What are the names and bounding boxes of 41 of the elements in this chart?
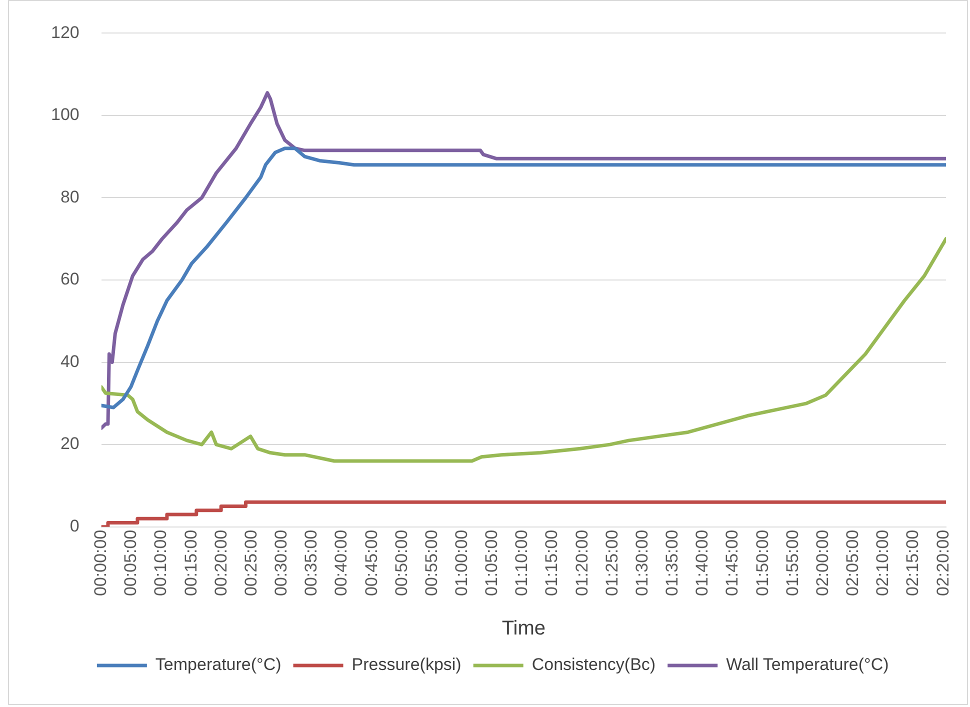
- y-tick-label: 60: [60, 270, 80, 289]
- x-tick-label: 00:20:00: [211, 530, 230, 596]
- x-tick-label: 00:25:00: [241, 530, 260, 596]
- x-tick-label: 00:05:00: [121, 530, 140, 596]
- x-tick-label: 01:50:00: [752, 530, 772, 596]
- y-tick-label: 20: [60, 434, 80, 454]
- legend-label: Wall Temperature(°C): [726, 655, 889, 674]
- x-tick-label: 01:25:00: [602, 530, 622, 596]
- y-tick-label: 0: [70, 516, 80, 536]
- legend-label: Temperature(°C): [155, 655, 282, 674]
- x-tick-label: 00:15:00: [181, 530, 200, 596]
- x-tick-label: 00:45:00: [362, 530, 381, 596]
- y-tick-label: 40: [60, 352, 80, 371]
- y-tick-label: 120: [50, 22, 80, 42]
- x-tick-label: 01:20:00: [572, 530, 592, 596]
- x-tick-label: 01:55:00: [782, 530, 802, 596]
- x-tick-label: 02:15:00: [903, 530, 922, 596]
- x-tick-label: 01:40:00: [692, 530, 712, 596]
- x-tick-label: 02:10:00: [873, 530, 892, 596]
- x-tick-label: 00:30:00: [272, 530, 291, 596]
- x-tick-label: 01:35:00: [662, 530, 682, 596]
- legend-label: Consistency(Bc): [532, 655, 656, 674]
- x-tick-label: 00:55:00: [422, 530, 441, 596]
- x-tick-label: 00:40:00: [332, 530, 351, 596]
- x-tick-label: 00:35:00: [302, 530, 321, 596]
- x-tick-label: 01:45:00: [722, 530, 742, 596]
- x-tick-label: 02:05:00: [843, 530, 862, 596]
- y-tick-label: 80: [60, 187, 80, 206]
- legend-label: Pressure(kpsi): [352, 655, 462, 674]
- x-tick-label: 00:50:00: [392, 530, 411, 596]
- x-axis-title: Time: [502, 618, 546, 640]
- x-tick-label: 01:15:00: [542, 530, 562, 596]
- x-tick-label: 02:00:00: [812, 530, 832, 596]
- x-tick-label: 01:00:00: [452, 530, 472, 596]
- x-tick-label: 00:10:00: [151, 530, 170, 596]
- x-tick-label: 01:30:00: [632, 530, 652, 596]
- x-tick-label: 00:00:00: [91, 530, 110, 596]
- y-tick-label: 100: [50, 105, 80, 124]
- x-tick-label: 02:20:00: [933, 530, 952, 596]
- x-tick-label: 01:05:00: [482, 530, 502, 596]
- x-tick-label: 01:10:00: [512, 530, 532, 596]
